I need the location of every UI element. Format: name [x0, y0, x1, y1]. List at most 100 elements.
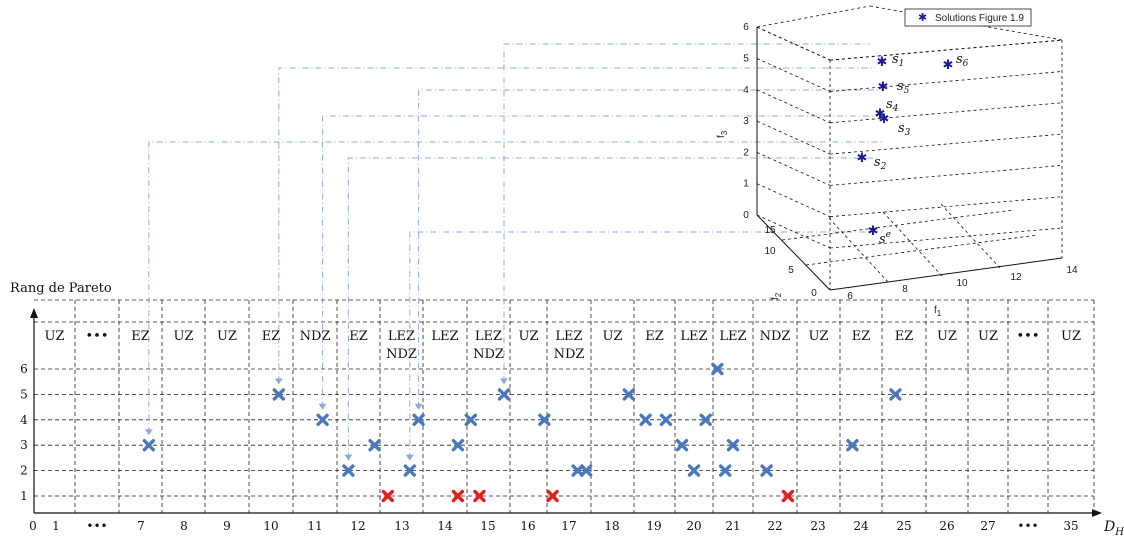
blue-solution-mark	[464, 413, 477, 426]
inset-frame-line	[827, 216, 889, 283]
inset-frame-line	[829, 71, 1063, 92]
x-tick-label: •••	[1017, 519, 1038, 533]
inset-y-tick: 10	[764, 246, 776, 257]
connector-line	[418, 89, 883, 408]
zone-label: EZ	[131, 329, 150, 344]
connector-arrowhead	[274, 378, 283, 385]
red-solution-mark	[473, 489, 486, 503]
connector-arrowhead	[144, 429, 153, 436]
connector-arrowhead	[344, 454, 353, 461]
legend-star-icon: ✱	[918, 11, 927, 24]
zone-labels: UZ ••• EZ UZ UZ EZ NDZ EZ LEZ NDZ LEZ LEZ NDZ UZ LEZ ND…	[45, 329, 1082, 362]
blue-solution-mark	[451, 439, 465, 452]
inset-f1-label: f1	[934, 305, 942, 318]
inset-f3-label: f3	[716, 130, 729, 138]
blue-solution-mark	[272, 388, 285, 401]
inset-frame-line	[881, 210, 943, 277]
x-tick-label: 12	[350, 519, 365, 533]
connector-arrowhead	[414, 403, 423, 410]
connector-arrowhead	[405, 454, 414, 461]
zone-label: UZ	[978, 329, 998, 344]
inset-frame-line	[756, 152, 831, 186]
solution-star-icon: ✱	[878, 80, 889, 95]
x-tick-label: 22	[767, 519, 782, 533]
red-solution-mark	[781, 489, 795, 503]
solution-star-icon: ✱	[877, 55, 888, 70]
connector-line	[503, 43, 870, 383]
solution-star-icon: ✱	[857, 151, 868, 166]
x-tick-label: 10	[263, 519, 278, 533]
inset-frame-line	[756, 5, 871, 28]
zone-label: LEZ	[431, 329, 458, 344]
connector-line	[409, 231, 883, 459]
x-tick-label: •••	[86, 519, 107, 533]
inset-frame-line	[756, 89, 831, 124]
x-tick-label: 13	[394, 519, 409, 533]
blue-solution-mark	[580, 464, 593, 477]
zone-label: •••	[1016, 329, 1039, 344]
red-solution-mark	[546, 489, 559, 503]
zone-label: NDZ	[554, 347, 585, 362]
inset-frame-line	[829, 257, 1063, 291]
zone-label: LEZ	[680, 329, 707, 344]
solution-label: s6	[956, 52, 969, 69]
y-tick-label: 4	[20, 413, 28, 427]
connector-line	[148, 141, 882, 434]
blue-solution-mark	[726, 439, 740, 452]
y-axis-title: Rang de Pareto	[10, 281, 112, 296]
x-tick-label: 26	[939, 519, 954, 533]
inset-frame-line	[805, 234, 1039, 266]
solution-label: se	[879, 230, 891, 247]
zone-label: LEZ	[475, 329, 502, 344]
inset-z-tick: 1	[743, 179, 749, 190]
inset-frame-line	[756, 214, 831, 291]
inset-z-tick: 0	[743, 210, 749, 221]
blue-solution-mark	[538, 413, 551, 426]
solution-label: s1	[892, 52, 904, 69]
zone-label: UZ	[1061, 329, 1081, 344]
blue-solution-mark	[711, 362, 724, 376]
inset-f1-ticks: 6 8 10 12 14	[847, 265, 1078, 302]
blue-solution-mark	[699, 413, 712, 426]
connector-arrowhead	[500, 378, 508, 385]
x-tick-label: 16	[520, 519, 535, 533]
x-tick-label: 20	[686, 519, 701, 533]
zone-label: UZ	[217, 329, 237, 344]
inset-frame-line	[829, 227, 1063, 249]
x-tick-label: 21	[725, 519, 740, 533]
x-tick-label: 0	[29, 519, 37, 533]
blue-solution-mark	[687, 464, 701, 477]
inset-y-tick: 0	[811, 288, 817, 299]
blue-solution-mark	[368, 439, 381, 452]
inset-frame-line	[829, 133, 1063, 155]
x-tick-label: 8	[180, 519, 188, 533]
gridlines	[34, 299, 1095, 513]
connector-line	[322, 115, 878, 408]
y-tick-label: 2	[20, 464, 28, 478]
zone-label: EZ	[349, 329, 368, 344]
blue-solution-mark	[403, 464, 416, 477]
inset-frame-line	[829, 102, 1063, 124]
inset-frame-line	[756, 58, 831, 92]
x-tick-label: 24	[853, 519, 869, 533]
x-tick-label: 25	[896, 519, 911, 533]
x-tick-label: 15	[480, 519, 495, 533]
solution-label: s3	[898, 121, 911, 138]
inset-frame-line	[829, 39, 1063, 61]
inset-z-tick: 6	[743, 22, 749, 33]
inset-frame-line	[829, 165, 1063, 186]
zone-label: UZ	[519, 329, 539, 344]
solution-marks	[142, 362, 902, 503]
zone-label: LEZ	[555, 329, 582, 344]
zone-label: UZ	[809, 329, 829, 344]
blue-solution-mark	[889, 388, 902, 401]
inset-y-tick: 15	[764, 225, 776, 236]
inset-frame-line	[756, 183, 831, 218]
x-tick-label: 19	[646, 519, 661, 533]
legend-label: Solutions Figure 1.9	[935, 13, 1024, 24]
x-tick-label: 17	[561, 519, 576, 533]
inset-z-tick: 5	[743, 54, 749, 65]
zone-label: EZ	[895, 329, 914, 344]
main-axes	[30, 308, 1102, 517]
